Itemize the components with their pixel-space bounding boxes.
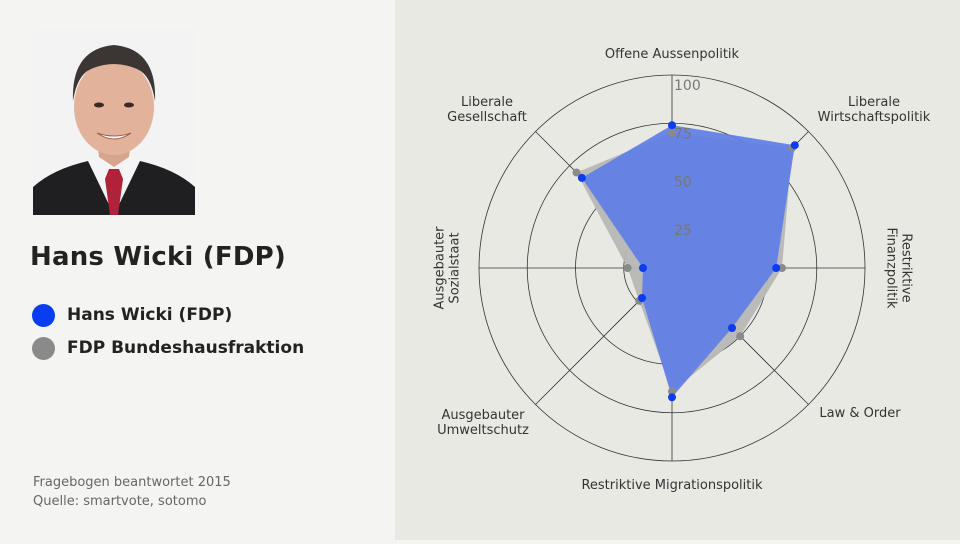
candidate-point-1 [668, 121, 676, 130]
legend-label-faction: FDP Bundeshausfraktion [67, 338, 305, 358]
candidate-point-8 [577, 173, 586, 182]
chart-panel: 25 50 75 100 Offene Aussenpolitik Liberale Wir… [395, 0, 960, 540]
axis-label-1: Offene Aussenpolitik [605, 47, 740, 62]
candidate-point-5 [668, 393, 676, 402]
axis-label-8-line-2: Gesellschaft [447, 110, 527, 125]
candidate-point-2 [790, 141, 799, 150]
tick-label-25: 25 [674, 223, 692, 239]
legend-dot-candidate [32, 303, 55, 327]
axis-label-6: Ausgebauter Umweltschutz [437, 408, 529, 438]
axis-label-2-line-1: Liberale [848, 95, 900, 110]
portrait-photo [33, 29, 195, 215]
legend-item-faction: FDP Bundeshausfraktion [32, 336, 304, 360]
candidate-point-3 [772, 264, 781, 272]
axis-label-3-line-1: Restriktive [899, 233, 914, 302]
faction-point-5 [668, 387, 676, 396]
faction-point-4 [736, 332, 745, 341]
faction-point-7 [623, 264, 632, 272]
axis-label-8-line-1: Liberale [461, 95, 513, 110]
legend-label-candidate: Hans Wicki (FDP) [67, 305, 233, 325]
axis-label-2: Liberale Wirtschaftspolitik [818, 95, 931, 125]
candidate-point-7 [639, 264, 647, 272]
axis-label-7-line-2: Sozialstaat [448, 232, 463, 303]
axis-label-4-line-1: Law & Order [819, 406, 901, 421]
axis-label-3-line-2: Finanzpolitik [884, 227, 899, 309]
axis-label-7: AusgebauterSozialstaat [433, 226, 463, 310]
axis-label-1-line-1: Offene Aussenpolitik [605, 47, 740, 62]
legend-item-candidate: Hans Wicki (FDP) [32, 303, 232, 327]
axis-label-2-line-2: Wirtschaftspolitik [818, 110, 931, 125]
faction-point-1 [668, 128, 676, 137]
series-candidate-area [581, 125, 795, 398]
candidate-point-6 [638, 294, 646, 302]
axis-label-3: RestriktiveFinanzpolitik [884, 227, 914, 309]
tick-label-50: 50 [674, 175, 692, 191]
axis-label-6-line-2: Umweltschutz [437, 423, 529, 438]
faction-point-8 [572, 168, 581, 177]
legend-dot-faction [32, 336, 55, 360]
faction-point-3 [778, 264, 786, 272]
tick-label-75: 75 [674, 126, 692, 142]
candidate-point-4 [728, 324, 736, 332]
axis-label-5-line-1: Restriktive Migrationspolitik [581, 478, 763, 493]
tick-label-100: 100 [674, 78, 701, 94]
footnote-questionnaire: Fragebogen beantwortet 2015 [33, 475, 231, 490]
axis-label-4: Law & Order [819, 406, 901, 421]
axis-label-6-line-1: Ausgebauter [441, 408, 525, 423]
axis-label-7-line-1: Ausgebauter [433, 226, 448, 310]
axis-label-8: Liberale Gesellschaft [447, 95, 527, 125]
person-name: Hans Wicki (FDP) [30, 242, 286, 272]
portrait-illustration [33, 29, 195, 215]
info-panel: Hans Wicki (FDP) Hans Wicki (FDP) FDP Bu… [0, 0, 395, 540]
footnote-source: Quelle: smartvote, sotomo [33, 494, 207, 509]
axis-label-5: Restriktive Migrationspolitik [581, 478, 763, 493]
